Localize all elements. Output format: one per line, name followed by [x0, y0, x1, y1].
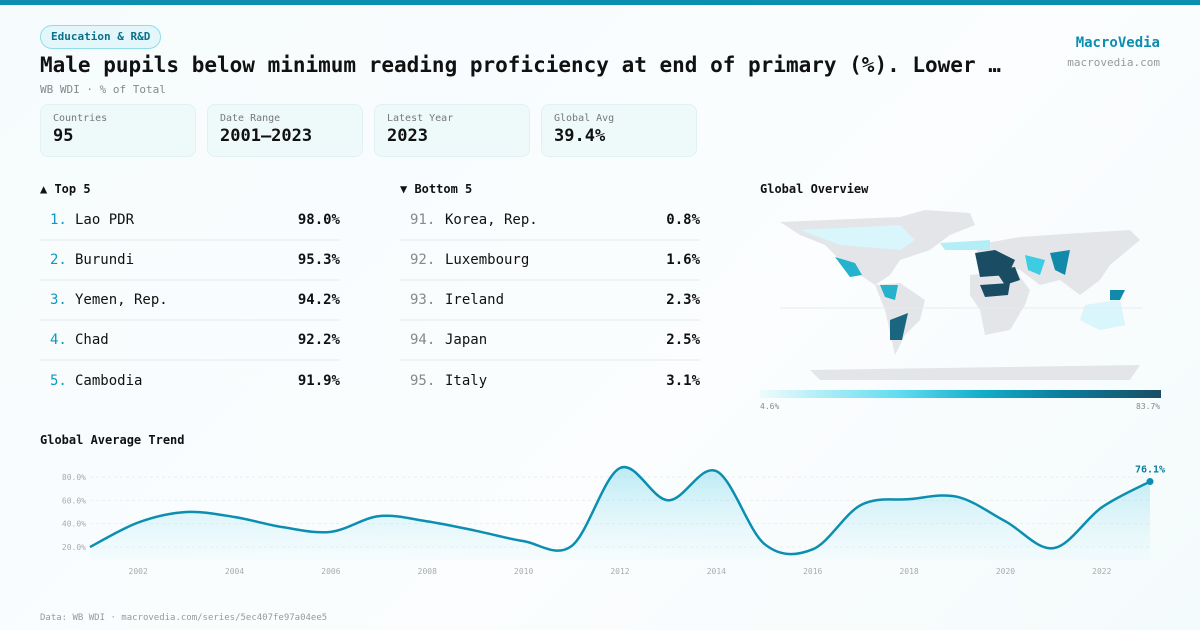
list-item[interactable]: 91. Korea, Rep. 0.8%	[400, 201, 700, 241]
x-tick-label: 2006	[321, 567, 340, 576]
x-tick-label: 2018	[899, 567, 918, 576]
list-item[interactable]: 4. Chad 92.2%	[40, 321, 340, 361]
country-value: 91.9%	[297, 373, 340, 389]
y-tick-label: 80.0%	[62, 473, 86, 482]
x-tick-label: 2010	[514, 567, 533, 576]
footer-source: Data: WB WDI · macrovedia.com/series/5ec…	[40, 613, 328, 623]
rank: 95.	[410, 373, 436, 389]
country-value: 94.2%	[297, 292, 340, 308]
rank: 4.	[50, 332, 67, 348]
stat-label: Countries	[53, 113, 108, 124]
list-item[interactable]: 92. Luxembourg 1.6%	[400, 241, 700, 281]
country-value: 2.3%	[666, 292, 700, 308]
country-name: Japan	[445, 332, 488, 348]
rank: 3.	[50, 292, 67, 308]
world-map[interactable]	[780, 205, 1142, 380]
list-item[interactable]: 93. Ireland 2.3%	[400, 281, 700, 321]
stat-date-range: Date Range 2001–2023	[207, 104, 363, 157]
trend-title: Global Average Trend	[40, 433, 185, 447]
top-5-heading: ▲ Top 5	[40, 182, 91, 196]
list-item[interactable]: 1. Lao PDR 98.0%	[40, 201, 340, 241]
top-accent-bar	[0, 0, 1200, 5]
trend-area	[90, 467, 1150, 560]
list-item[interactable]: 95. Italy 3.1%	[400, 361, 700, 401]
data-point	[1146, 478, 1154, 486]
rank: 1.	[50, 212, 67, 228]
country-value: 92.2%	[297, 332, 340, 348]
stat-label: Global Avg	[554, 113, 615, 124]
list-item[interactable]: 2. Burundi 95.3%	[40, 241, 340, 281]
x-tick-label: 2014	[707, 567, 726, 576]
brand-domain: macrovedia.com	[1067, 56, 1160, 69]
page-subtitle: WB WDI · % of Total	[40, 83, 166, 96]
country-name: Lao PDR	[75, 212, 135, 228]
country-name: Yemen, Rep.	[75, 292, 168, 308]
x-tick-label: 2008	[418, 567, 437, 576]
rank: 5.	[50, 373, 67, 389]
country-value: 98.0%	[297, 212, 340, 228]
legend-max-label: 83.7%	[1136, 402, 1161, 411]
stat-value: 2001–2023	[220, 126, 313, 146]
trend-line	[89, 465, 1151, 556]
legend-min-label: 4.6%	[760, 402, 780, 411]
page-title: Male pupils below minimum reading profic…	[40, 53, 1010, 77]
y-tick-label: 20.0%	[62, 543, 86, 552]
list-item[interactable]: 94. Japan 2.5%	[400, 321, 700, 361]
country-value: 0.8%	[666, 212, 700, 228]
brand-logo[interactable]: MacroVedia	[1075, 35, 1160, 51]
category-tag[interactable]: Education & R&D	[40, 25, 162, 49]
bottom-5-list: 91. Korea, Rep. 0.8% 92. Luxembourg 1.6% 93. Ir…	[400, 201, 700, 401]
country-name: Ireland	[445, 292, 505, 308]
x-tick-label: 2002	[129, 567, 148, 576]
rank: 91.	[410, 212, 436, 228]
last-value-label: 76.1%	[1135, 465, 1165, 476]
trend-chart[interactable]: 20.0% 40.0% 60.0% 80.0% 2002 2004 2006 2008 2010…	[0, 450, 1200, 580]
country-name: Luxembourg	[445, 252, 530, 268]
x-tick-label: 2012	[610, 567, 629, 576]
x-tick-label: 2022	[1092, 567, 1111, 576]
country-name: Chad	[75, 332, 109, 348]
rank: 94.	[410, 332, 436, 348]
stat-value: 39.4%	[554, 126, 606, 146]
bottom-5-heading: ▼ Bottom 5	[400, 182, 473, 196]
rank: 92.	[410, 252, 436, 268]
country-value: 3.1%	[666, 373, 700, 389]
stat-value: 2023	[387, 126, 428, 146]
stat-value: 95	[53, 126, 74, 146]
y-tick-label: 60.0%	[62, 496, 86, 505]
country-name: Cambodia	[75, 373, 143, 389]
top-5-list: 1. Lao PDR 98.0% 2. Burundi 95.3% 3. Yemen, Rep…	[40, 201, 340, 401]
country-value: 1.6%	[666, 252, 700, 268]
list-item[interactable]: 5. Cambodia 91.9%	[40, 361, 340, 401]
country-name: Korea, Rep.	[445, 212, 538, 228]
country-name: Burundi	[75, 252, 135, 268]
y-tick-label: 40.0%	[62, 520, 86, 529]
stat-latest-year: Latest Year 2023	[374, 104, 530, 157]
x-tick-label: 2004	[225, 567, 244, 576]
map-title: Global Overview	[760, 182, 869, 196]
list-item[interactable]: 3. Yemen, Rep. 94.2%	[40, 281, 340, 321]
country-name: Italy	[445, 373, 488, 389]
stat-countries: Countries 95	[40, 104, 196, 157]
stat-label: Latest Year	[387, 113, 454, 124]
color-scale-legend	[760, 390, 1161, 398]
country-value: 95.3%	[297, 252, 340, 268]
country-value: 2.5%	[666, 332, 700, 348]
x-tick-label: 2016	[803, 567, 822, 576]
stat-global-avg: Global Avg 39.4%	[541, 104, 697, 157]
rank: 2.	[50, 252, 67, 268]
x-tick-label: 2020	[996, 567, 1015, 576]
rank: 93.	[410, 292, 436, 308]
stat-label: Date Range	[220, 113, 281, 124]
